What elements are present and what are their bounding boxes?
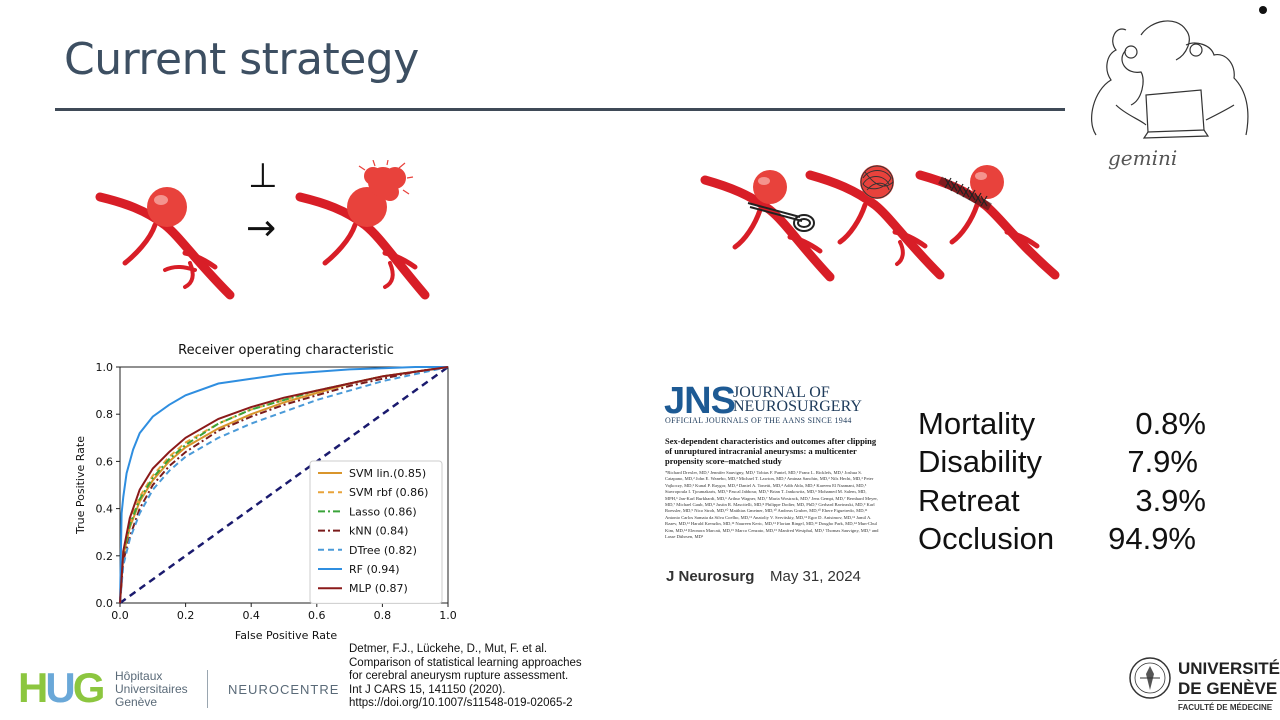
title-divider — [55, 108, 1065, 111]
unige-line: UNIVERSITÉ — [1178, 659, 1280, 678]
pointer-dot — [1259, 6, 1267, 14]
page-title: Current strategy — [64, 34, 419, 85]
perpendicular-symbol: ⊥ — [248, 156, 278, 196]
x-tick-label: 0.8 — [374, 609, 392, 622]
journal-date: May 31, 2024 — [770, 568, 861, 585]
hug-logo-text: Hôpitaux Universitaires Genève — [115, 670, 188, 709]
x-tick-label: 0.0 — [111, 609, 129, 622]
y-tick-label: 0.2 — [96, 550, 114, 563]
hug-mark-text: HUG — [18, 664, 106, 711]
x-tick-label: 0.6 — [308, 609, 326, 622]
vessel-stented-aneurysm — [915, 165, 1060, 280]
unige-rule — [1178, 700, 1273, 701]
unige-line: DE GENÈVE — [1178, 679, 1278, 698]
hug-line: Hôpitaux — [115, 669, 163, 683]
article-title: Sex-dependent characteristics and outcom… — [665, 436, 877, 466]
x-tick-label: 0.4 — [242, 609, 260, 622]
citation-line: Int J CARS 15, 141150 (2020). — [349, 683, 506, 696]
unige-faculty: FACULTÉ DE MÉDECINE — [1178, 703, 1273, 712]
gemini-logo: gemini — [1091, 20, 1249, 170]
hug-letter: U — [45, 664, 75, 711]
jns-name-line1: JOURNAL OF — [733, 384, 830, 401]
logo-divider — [207, 670, 208, 708]
legend-label: RF (0.94) — [349, 563, 400, 576]
x-tick-label: 1.0 — [439, 609, 457, 622]
y-tick-label: 0.4 — [96, 503, 114, 516]
chart-title: Receiver operating characteristic — [178, 343, 394, 358]
legend-label: kNN (0.84) — [349, 525, 408, 538]
citation-line: for cerebral aneurysm rupture assessment… — [349, 670, 569, 682]
roc-series-line — [119, 366, 449, 604]
legend-label: DTree (0.82) — [349, 544, 417, 557]
citation: Detmer, F.J., Lückehe, D., Mut, F. et al… — [349, 643, 582, 711]
hug-logo-mark: HUG — [18, 664, 106, 711]
vessel-clipped-aneurysm — [700, 170, 835, 282]
outcome-label-occlusion: Occlusion — [918, 521, 1055, 556]
outcome-value-occlusion: 94.9% — [1108, 521, 1196, 556]
roc-series-line — [119, 366, 448, 604]
citation-line: Comparison of statistical learning appro… — [349, 656, 582, 669]
legend-label: Lasso (0.86) — [349, 505, 417, 518]
outcome-value-disability: 7.9% — [1127, 444, 1198, 479]
citation-doi-link[interactable]: https://doi.org/10.1007/s11548-019-02065… — [349, 697, 573, 709]
unige-seal-icon — [1129, 657, 1171, 699]
y-tick-label: 1.0 — [96, 361, 114, 374]
y-tick-label: 0.8 — [96, 408, 114, 421]
outcome-value-mortality: 0.8% — [1135, 406, 1206, 441]
outcome-label-mortality: Mortality — [918, 406, 1036, 441]
outcome-value-retreat: 3.9% — [1135, 483, 1206, 518]
vessel-unruptured-aneurysm — [95, 187, 235, 300]
vessel-ruptured-aneurysm — [295, 160, 430, 300]
hug-line: Universitaires — [115, 682, 188, 696]
hug-letter: H — [18, 664, 48, 711]
jns-official-line: OFFICIAL JOURNALS OF THE AANS SINCE 1944 — [665, 416, 852, 425]
gemini-wordmark: gemini — [1108, 146, 1177, 170]
legend-label: SVM rbf (0.86) — [349, 486, 428, 499]
jns-name-line2: NEUROSURGERY — [733, 398, 862, 415]
x-tick-label: 0.2 — [177, 609, 195, 622]
citation-line: Detmer, F.J., Lückehe, D., Mut, F. et al… — [349, 643, 548, 655]
hug-line: Genève — [115, 695, 158, 709]
hug-letter: G — [72, 664, 106, 711]
chart-y-label: True Positive Rate — [74, 436, 87, 535]
outcome-label-disability: Disability — [918, 444, 1043, 479]
neurocentre-label: NEUROCENTRE — [228, 682, 340, 697]
chance-diagonal — [119, 365, 449, 605]
roc-series-line — [119, 366, 449, 604]
journal-abbrev: J Neurosurg — [666, 568, 755, 585]
y-tick-label: 0.0 — [96, 597, 114, 610]
legend-label: MLP (0.87) — [349, 582, 408, 595]
arrow-right-icon: → — [246, 208, 277, 249]
vessel-coiled-aneurysm — [805, 165, 945, 280]
article-authors: *Richard Drexler, MD,¹ Jennifer Sauvigny… — [665, 470, 879, 540]
legend-box — [309, 460, 443, 604]
jns-logo-letters: JNS — [664, 380, 736, 422]
outcome-label-retreat: Retreat — [918, 483, 1020, 518]
legend-label: SVM lin.(0.85) — [349, 467, 426, 480]
unige-logo-text: UNIVERSITÉ DE GENÈVE — [1178, 659, 1280, 699]
roc-chart: Receiver operating characteristic False … — [74, 343, 457, 642]
y-tick-label: 0.6 — [96, 455, 114, 468]
chart-x-label: False Positive Rate — [235, 629, 337, 642]
roc-series-line — [119, 366, 449, 604]
